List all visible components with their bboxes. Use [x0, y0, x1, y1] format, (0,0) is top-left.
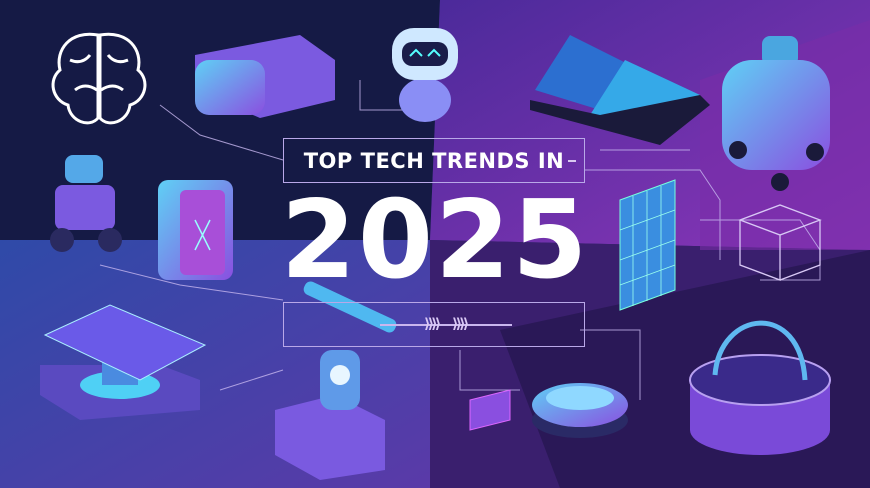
headline-title: TOP TECH TRENDS IN: [303, 148, 565, 173]
chevrons-icon: ⟫⟫: [452, 316, 469, 332]
chip-icon: [469, 389, 511, 431]
arrow-line: [380, 324, 512, 326]
humanoid-robot-icon: [722, 36, 830, 191]
solar-station-icon: [40, 304, 207, 420]
portal-ring-icon: [689, 320, 831, 455]
solar-panel-vertical-icon: [619, 179, 676, 311]
headline-year: 2025: [280, 178, 590, 303]
solar-panels-icon: [530, 35, 710, 145]
battery-icon: [158, 180, 233, 280]
brain-icon: [51, 32, 147, 125]
arrow-frame: ⟫⟫ ⟫⟫: [283, 302, 585, 347]
circuit-cube-icon: [738, 204, 822, 281]
robotic-arm-icon: [275, 281, 397, 480]
robot-head-icon: [392, 28, 458, 122]
title-frame: TOP TECH TRENDS IN: [283, 138, 585, 183]
title-dash-decoration: [568, 160, 576, 162]
vr-headset-icon: [195, 35, 335, 118]
wheeled-robot-icon: [50, 155, 122, 252]
drone-icon: [532, 383, 628, 438]
chevrons-icon: ⟫⟫: [424, 316, 441, 332]
